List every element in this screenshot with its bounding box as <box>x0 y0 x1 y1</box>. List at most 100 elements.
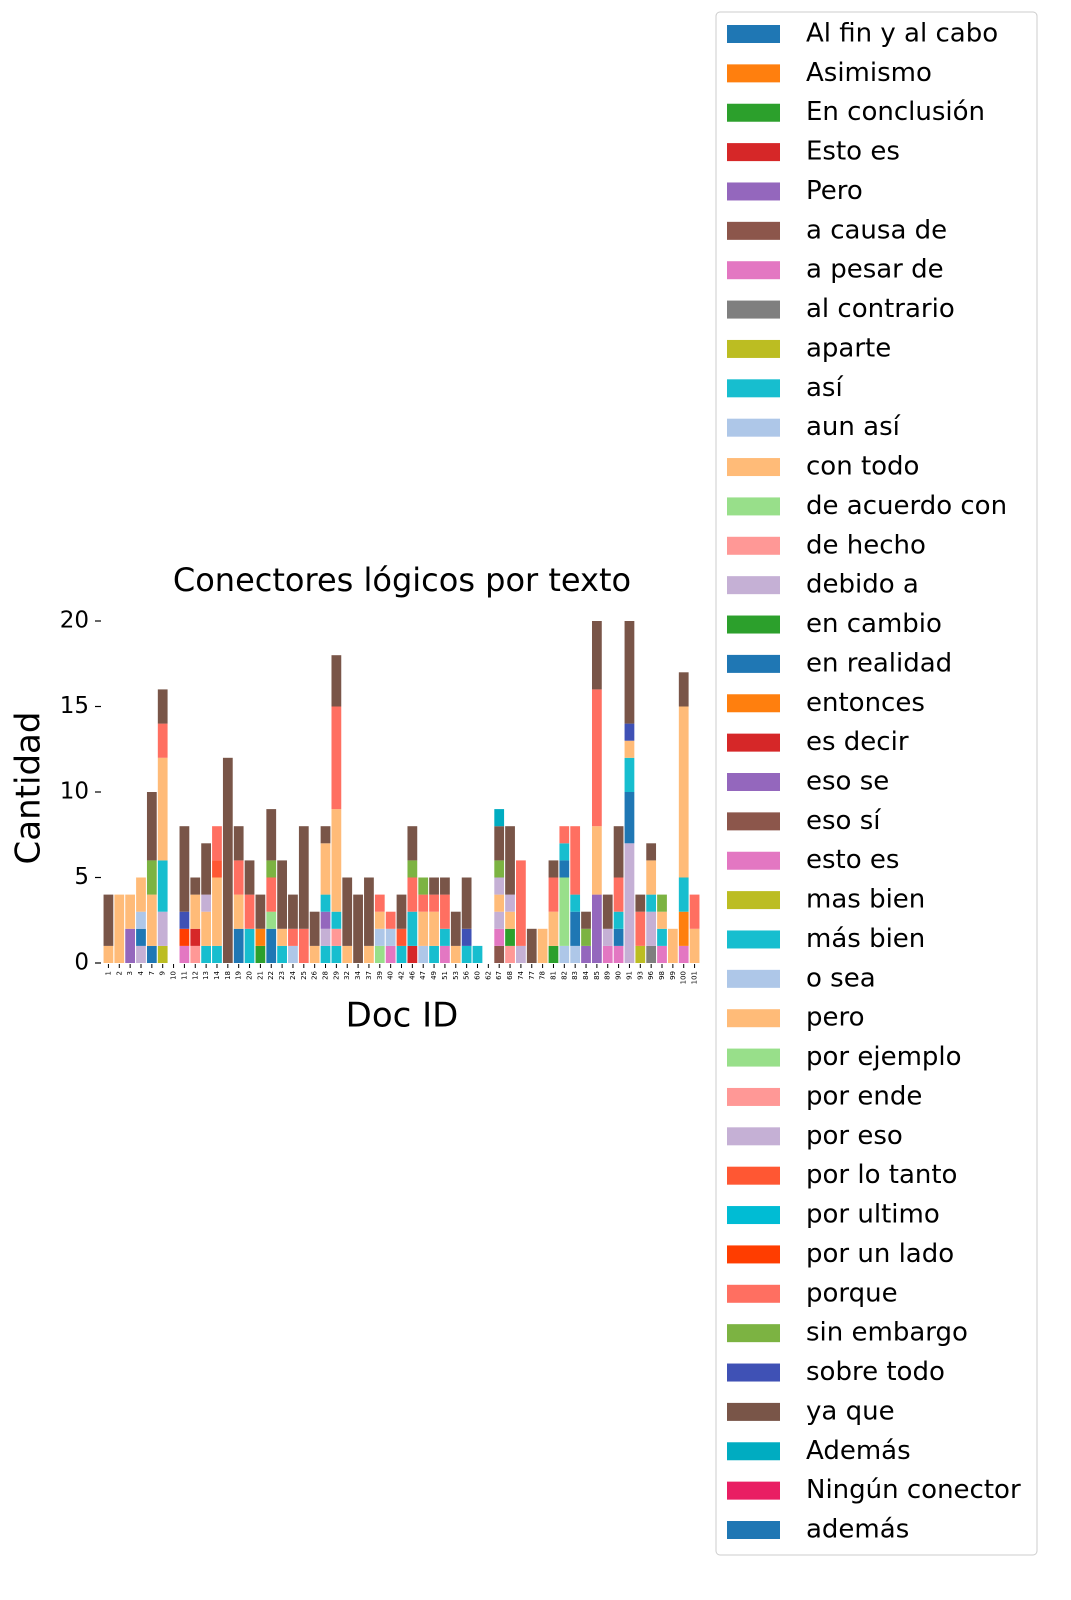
bar-segment <box>548 945 559 963</box>
x-tick-label: 3 <box>126 971 134 975</box>
bar-segment <box>505 928 515 946</box>
bar-segment <box>201 894 212 912</box>
bar-segment <box>103 894 114 946</box>
legend-label: eso se <box>806 767 889 797</box>
bar-segment <box>516 945 526 963</box>
bar-segment <box>320 945 331 963</box>
legend-label: Pero <box>806 176 863 206</box>
bar-segment <box>689 928 700 963</box>
legend-swatch <box>727 851 780 870</box>
bar-segment <box>288 945 298 963</box>
bar-segment <box>613 928 624 946</box>
legend-swatch <box>727 1481 780 1500</box>
x-tick-label: 32 <box>343 971 351 980</box>
legend-label: mas bien <box>806 885 925 915</box>
bar-segment <box>222 757 233 963</box>
x-tick-label: 96 <box>647 970 655 979</box>
bar-segment <box>396 894 407 929</box>
bar-segment <box>385 928 396 946</box>
bar-segment <box>494 809 505 827</box>
bar-segment <box>201 843 212 895</box>
bar-segment <box>505 894 515 912</box>
bar-segment <box>396 945 407 963</box>
bar-segment <box>103 945 114 963</box>
bar-segment <box>657 894 667 912</box>
bar-segment <box>331 655 342 707</box>
x-tick-label: 40 <box>387 971 395 980</box>
bar-segment <box>689 894 700 929</box>
x-tick-label: 81 <box>549 971 557 980</box>
x-tick-label: 26 <box>311 970 319 979</box>
bar-segment <box>288 894 298 929</box>
bar-segment <box>494 860 505 878</box>
x-tick-label: 85 <box>593 971 601 980</box>
y-axis-label: Cantidad <box>9 712 49 865</box>
bar-segment <box>646 911 657 946</box>
bar-segment <box>461 928 472 946</box>
legend-swatch <box>727 379 780 398</box>
legend-label: de hecho <box>806 530 926 560</box>
bar-segment <box>136 945 146 963</box>
legend-swatch <box>727 576 780 595</box>
bar-segment <box>374 894 385 912</box>
bar-segment <box>461 877 472 929</box>
bar-segment <box>179 826 190 912</box>
bar-segment <box>407 911 418 946</box>
bar-segment <box>364 945 374 963</box>
legend-swatch <box>727 1206 780 1225</box>
legend-label: aun así <box>806 412 901 442</box>
bar-segment <box>190 928 201 946</box>
bar-segment <box>342 945 353 963</box>
bar-segment <box>570 894 581 912</box>
bar-segment <box>581 911 591 929</box>
bar-segment <box>233 826 244 861</box>
legend-label: en cambio <box>806 609 942 639</box>
legend-label: o sea <box>806 963 876 993</box>
x-tick-label: 93 <box>636 971 644 980</box>
legend-label: a causa de <box>806 215 947 245</box>
bar-segment <box>157 757 168 861</box>
legend-swatch <box>727 1284 780 1303</box>
x-tick-label: 23 <box>278 971 286 980</box>
x-tick-label: 28 <box>322 971 330 980</box>
bar-segment <box>146 945 157 963</box>
x-tick-label: 90 <box>615 971 623 980</box>
legend-label: de acuerdo con <box>806 491 1007 521</box>
bar-segment <box>635 894 646 912</box>
bar-segment <box>179 911 190 929</box>
bar-segment <box>450 945 461 963</box>
bar-segment <box>320 928 331 946</box>
x-tick-label: 11 <box>180 971 188 980</box>
bar-segment <box>114 894 125 963</box>
x-tick-label: 46 <box>408 970 416 979</box>
bar-segment <box>190 945 201 963</box>
legend-label: Asimismo <box>806 58 932 88</box>
x-tick-label: 67 <box>495 971 503 980</box>
bar-segment <box>244 860 255 895</box>
bar-segment <box>331 809 342 912</box>
bar-segment <box>613 945 624 963</box>
legend-label: pero <box>806 1003 865 1033</box>
x-tick-label: 12 <box>191 971 199 980</box>
bar-segment <box>678 672 689 707</box>
legend-label: Esto es <box>806 137 900 167</box>
legend-swatch <box>727 1166 780 1185</box>
bar-segment <box>157 689 168 724</box>
bar-segment <box>179 928 190 946</box>
legend-label: por lo tanto <box>806 1160 957 1190</box>
legend-label: eso sí <box>806 806 881 836</box>
x-tick-label: 62 <box>484 971 492 980</box>
x-tick-label: 2 <box>115 971 123 975</box>
bar-segment <box>266 860 277 878</box>
x-tick-label: 60 <box>473 971 481 980</box>
legend-swatch <box>727 103 780 122</box>
legend-swatch <box>727 25 780 43</box>
bar-segment <box>646 945 657 963</box>
bar-segment <box>613 826 624 878</box>
bar-segment <box>635 911 646 946</box>
bar-segment <box>440 945 450 963</box>
x-tick-label: 34 <box>354 970 362 979</box>
legend-swatch <box>727 733 780 752</box>
x-tick-label: 51 <box>441 971 449 980</box>
x-tick-label: 37 <box>365 971 373 980</box>
